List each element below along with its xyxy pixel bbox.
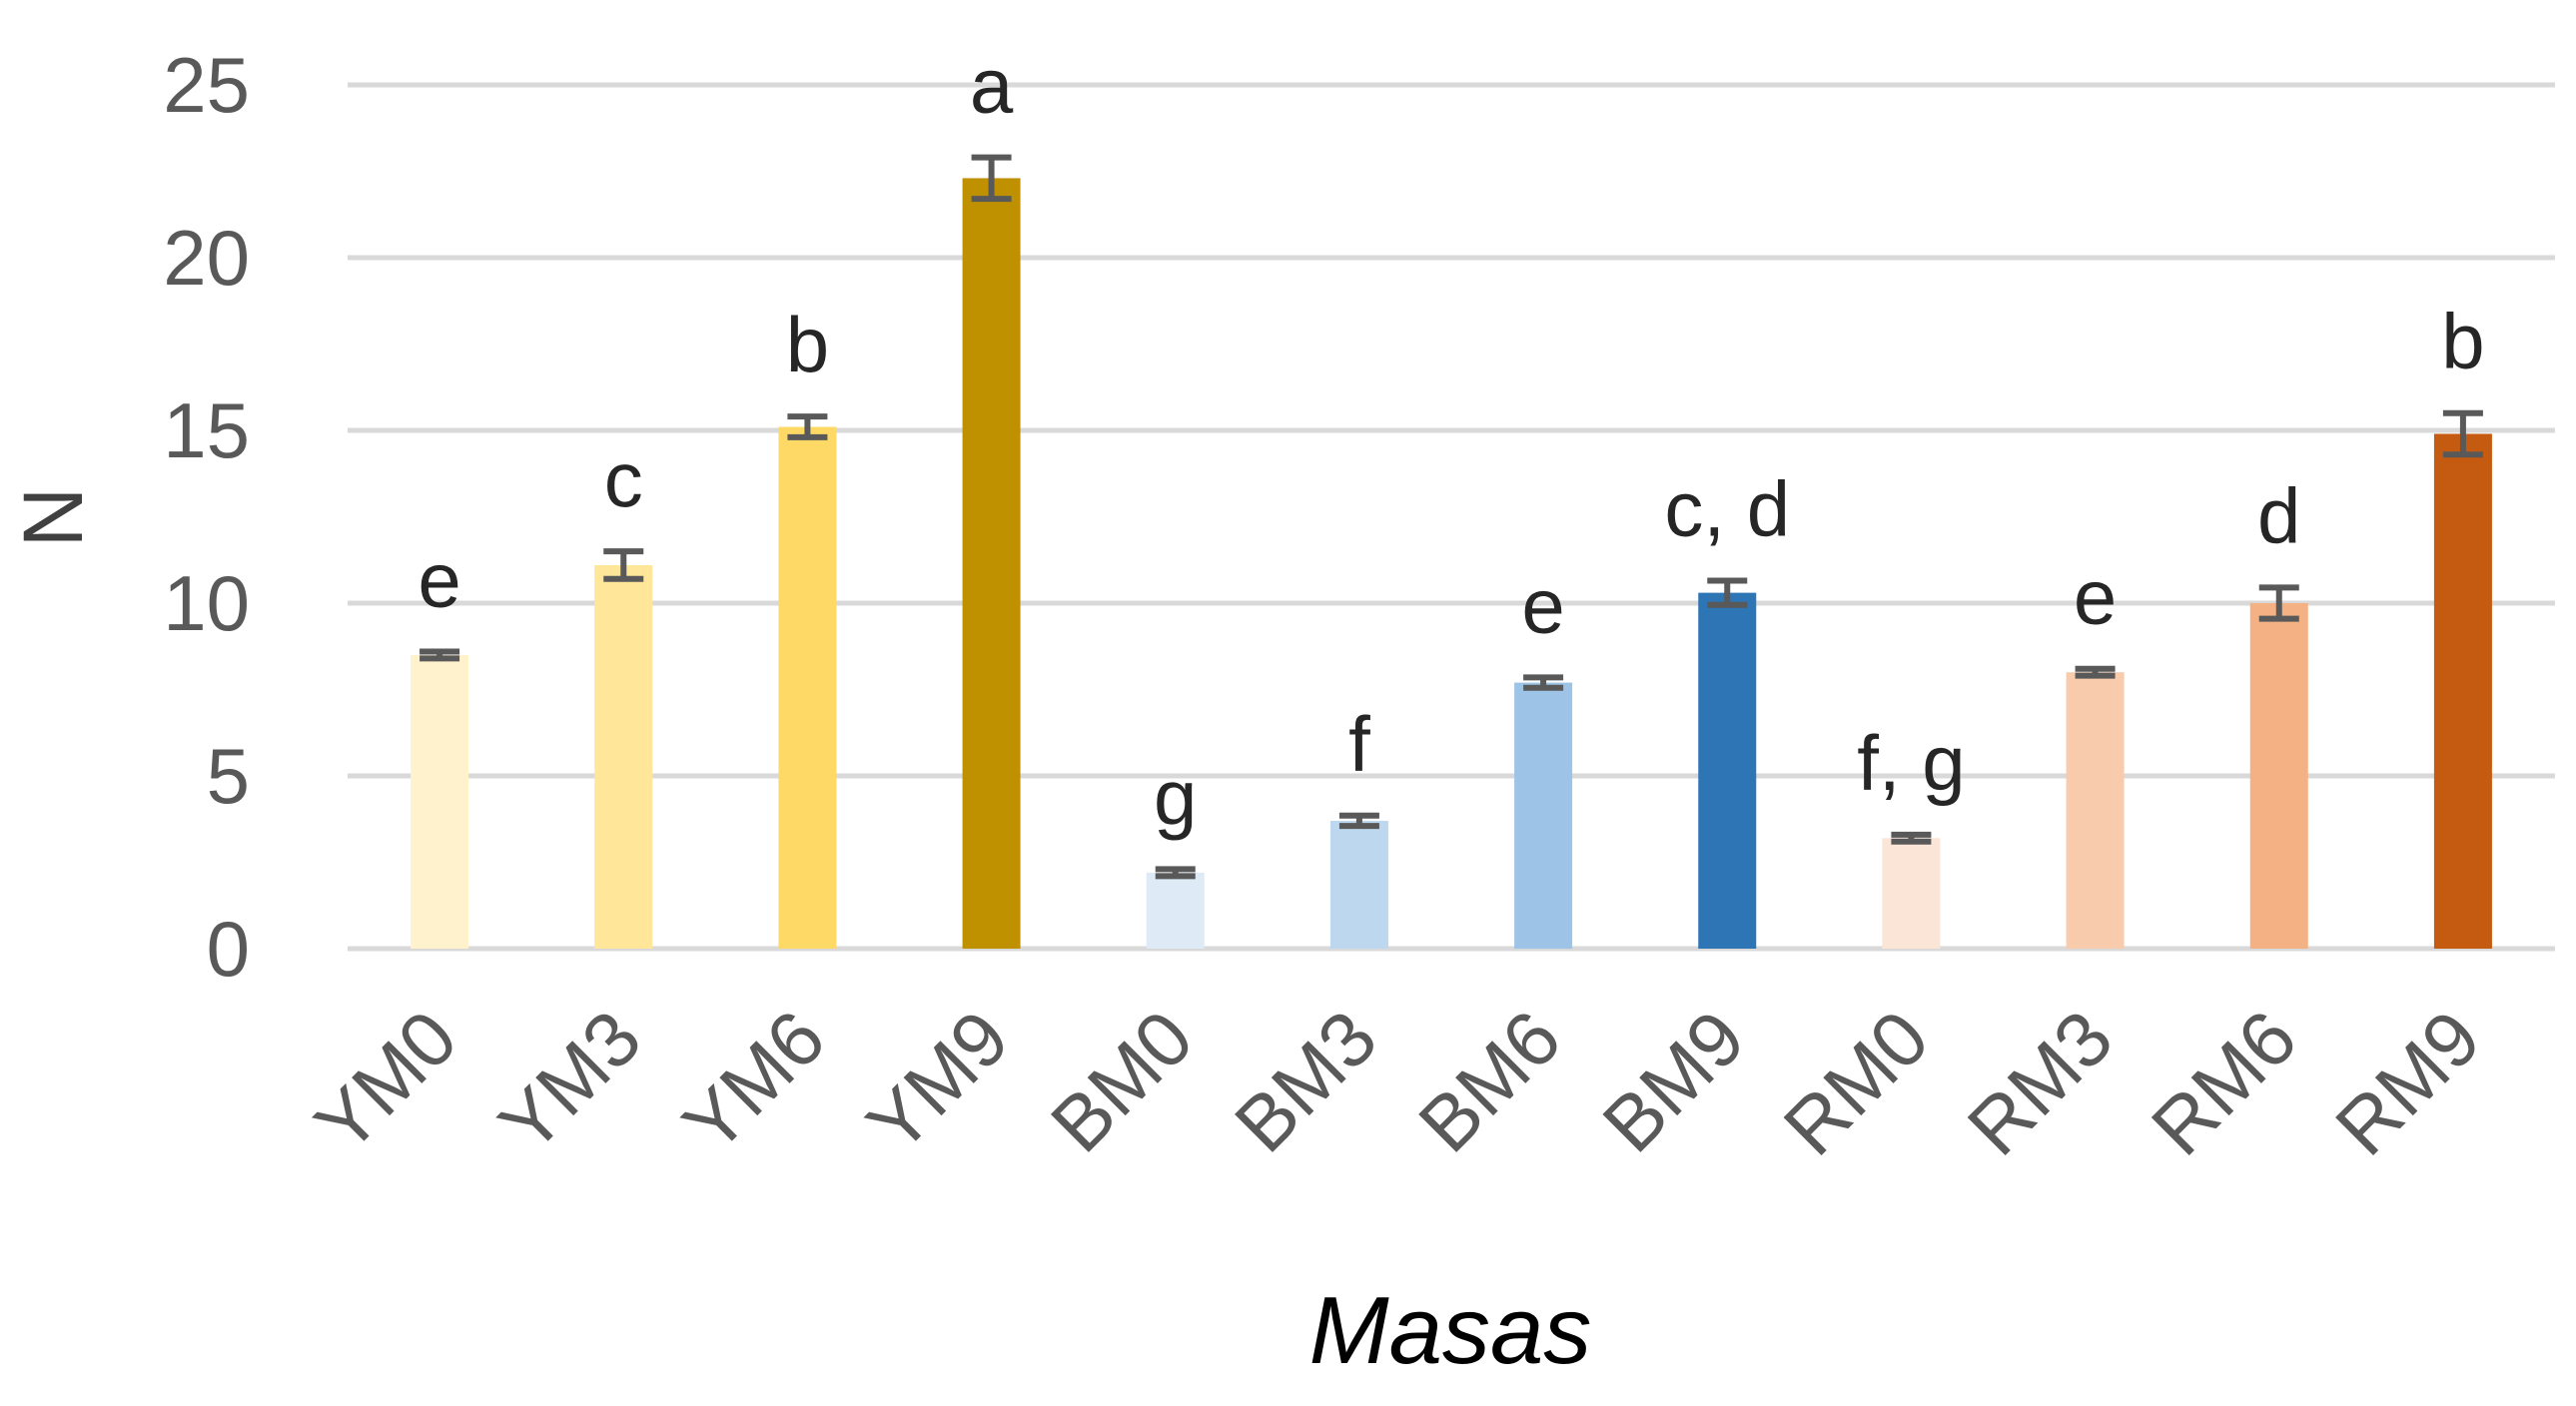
error-bar-rm9 [2442,409,2483,458]
error-bar-ym6 [787,413,828,440]
category-label: RM0 [1767,994,1946,1172]
significance-label: e [2074,553,2117,641]
error-bar-rm0 [1891,831,1932,845]
bar-rm3 [2066,672,2125,949]
x-axis-category-labels: YM0 YM3 YM6 YM9 BM0 BM3 BM6 BM9 RM0 RM3 RM6 RM9 [298,994,2496,1172]
category-label: BM0 [1034,994,1210,1169]
category-label: BM6 [1401,994,1577,1169]
y-axis-ticks: 0 5 10 15 20 25 [163,41,250,993]
y-tick-label: 25 [163,41,250,129]
significance-label: g [1154,753,1197,841]
category-label: YM0 [298,994,473,1169]
error-bar-bm9 [1707,577,1748,608]
y-tick-label: 10 [163,559,250,647]
y-tick-label: 5 [207,732,250,820]
category-label: RM6 [2135,994,2313,1172]
error-bars [420,154,2483,880]
bar-bm0 [1146,872,1205,949]
category-label: BM9 [1586,994,1762,1169]
bar-bm9 [1698,592,1757,949]
significance-label: b [2441,298,2484,385]
x-axis-title: Masas [1309,1277,1592,1384]
bar-rm9 [2433,433,2492,950]
bar-rm0 [1882,838,1941,949]
category-label: RM3 [1951,994,2130,1172]
significance-label: c [604,435,643,523]
error-bar-bm3 [1338,812,1379,830]
y-axis-title: N [6,487,100,548]
error-bar-ym0 [420,648,460,662]
significance-labels: e c b a g f e c, d f, g e d b [418,42,2484,842]
bar-rm6 [2249,603,2308,949]
significance-label: f [1348,700,1370,788]
significance-label: e [1521,561,1564,649]
y-tick-label: 15 [163,386,250,474]
category-label: BM3 [1218,994,1393,1169]
category-label: YM9 [850,994,1026,1169]
error-bar-ym9 [971,154,1012,203]
y-tick-label: 20 [163,214,250,302]
error-bar-ym3 [603,548,644,582]
category-label: YM3 [482,994,658,1169]
significance-label: f, g [1857,719,1965,807]
bar-ym6 [778,426,837,949]
significance-label: d [2257,471,2300,559]
bar-bm3 [1329,820,1388,949]
error-bar-rm6 [2258,584,2299,622]
bar-ym3 [594,564,653,949]
bar-ym9 [962,178,1021,950]
significance-label: e [418,535,460,623]
category-label: YM6 [666,994,842,1169]
bar-ym0 [411,654,469,949]
bars [411,178,2492,950]
y-tick-label: 0 [207,905,250,993]
error-bar-bm6 [1523,674,1564,691]
category-label: RM9 [2318,994,2497,1172]
gridlines [348,82,2555,952]
error-bar-bm0 [1155,866,1196,880]
significance-label: c, d [1664,465,1790,553]
significance-label: b [786,301,829,388]
bar-bm6 [1514,682,1573,949]
error-bar-rm3 [2075,665,2116,679]
significance-label: a [970,42,1014,130]
